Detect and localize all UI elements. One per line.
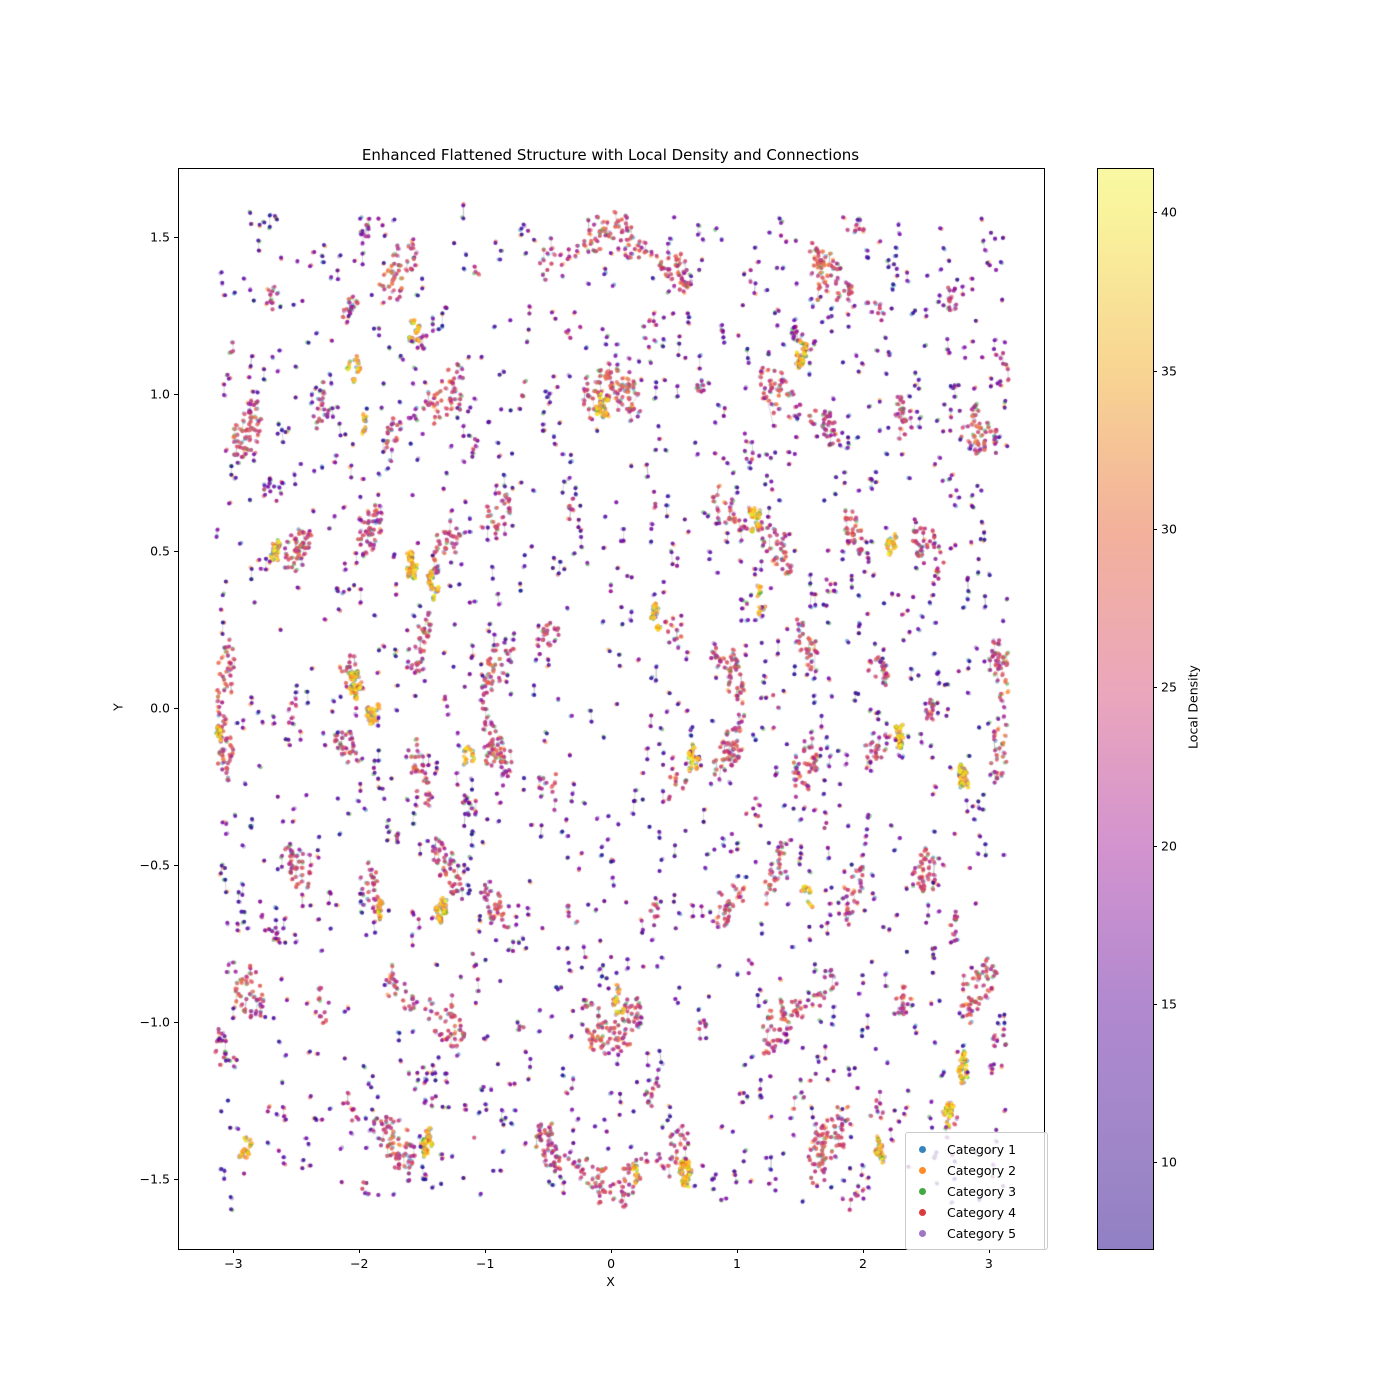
y-tick-mark bbox=[174, 394, 178, 396]
colorbar-tick-label: 25 bbox=[1161, 679, 1177, 695]
legend-label: Category 4 bbox=[947, 1205, 1017, 1220]
colorbar-tick-label: 15 bbox=[1161, 996, 1177, 1012]
colorbar-tick-mark bbox=[1153, 1004, 1157, 1006]
x-tick-mark bbox=[233, 1249, 235, 1253]
legend-marker-icon bbox=[919, 1209, 926, 1216]
y-tick-mark bbox=[174, 551, 178, 553]
legend: Category 1 Category 2 Category 3 Category 4… bbox=[905, 1132, 1048, 1250]
y-tick-label: 1.0 bbox=[150, 386, 170, 402]
x-tick-label: 3 bbox=[984, 1256, 993, 1271]
legend-label: Category 3 bbox=[947, 1184, 1017, 1199]
legend-label: Category 1 bbox=[947, 1142, 1017, 1157]
x-tick-mark bbox=[862, 1249, 864, 1253]
legend-item: Category 4 bbox=[906, 1202, 1047, 1223]
x-tick-label: 2 bbox=[858, 1256, 867, 1271]
colorbar-tick-mark bbox=[1153, 212, 1157, 214]
legend-marker-icon bbox=[919, 1146, 926, 1153]
x-tick-label: 1 bbox=[733, 1256, 742, 1271]
legend-marker-icon bbox=[919, 1188, 926, 1195]
colorbar-tick-mark bbox=[1153, 529, 1157, 531]
x-tick-mark bbox=[737, 1249, 739, 1253]
y-tick-mark bbox=[174, 708, 178, 709]
colorbar-tick-mark bbox=[1153, 687, 1157, 689]
colorbar-tick-mark bbox=[1153, 370, 1157, 372]
x-tick-mark bbox=[611, 1249, 613, 1253]
legend-item: Category 2 bbox=[906, 1160, 1047, 1181]
colorbar-tick-mark bbox=[1153, 1162, 1157, 1164]
x-axis-label: X bbox=[606, 1274, 615, 1289]
legend-marker-icon bbox=[919, 1167, 926, 1174]
y-tick-mark bbox=[174, 237, 178, 239]
y-tick-mark bbox=[174, 1021, 178, 1023]
legend-label: Category 2 bbox=[947, 1163, 1017, 1178]
colorbar bbox=[1097, 168, 1154, 1250]
plot-area bbox=[178, 168, 1045, 1250]
legend-item: Category 3 bbox=[906, 1181, 1047, 1202]
colorbar-tick-mark bbox=[1153, 845, 1157, 847]
chart-title: Enhanced Flattened Structure with Local … bbox=[361, 146, 860, 164]
legend-item: Category 5 bbox=[906, 1223, 1047, 1244]
colorbar-label: Local Density bbox=[1185, 665, 1201, 749]
y-tick-label: −1.5 bbox=[139, 1171, 170, 1187]
x-tick-mark bbox=[359, 1249, 361, 1253]
x-tick-mark bbox=[988, 1249, 990, 1253]
colorbar-gradient bbox=[1098, 169, 1153, 1249]
y-tick-mark bbox=[174, 1178, 178, 1180]
y-tick-mark bbox=[174, 864, 178, 866]
x-tick-label: 0 bbox=[607, 1256, 616, 1271]
y-tick-label: −1.0 bbox=[139, 1014, 170, 1030]
colorbar-tick-label: 40 bbox=[1161, 204, 1177, 220]
y-tick-label: 1.5 bbox=[150, 229, 170, 245]
y-tick-label: −0.5 bbox=[139, 857, 170, 873]
x-tick-label: −1 bbox=[476, 1256, 495, 1271]
colorbar-tick-label: 35 bbox=[1161, 363, 1177, 379]
colorbar-tick-label: 30 bbox=[1161, 521, 1177, 537]
colorbar-tick-label: 20 bbox=[1161, 838, 1177, 854]
legend-marker-icon bbox=[919, 1230, 926, 1237]
y-axis-label: Y bbox=[110, 703, 126, 711]
x-tick-label: −2 bbox=[350, 1256, 369, 1271]
scatter-canvas bbox=[179, 169, 1044, 1249]
x-tick-label: −3 bbox=[224, 1256, 243, 1271]
y-tick-label: 0.5 bbox=[150, 543, 170, 559]
legend-label: Category 5 bbox=[947, 1226, 1017, 1241]
y-tick-label: 0.0 bbox=[150, 700, 170, 716]
x-tick-mark bbox=[485, 1249, 487, 1253]
legend-item: Category 1 bbox=[906, 1139, 1047, 1160]
colorbar-tick-label: 10 bbox=[1161, 1154, 1177, 1170]
